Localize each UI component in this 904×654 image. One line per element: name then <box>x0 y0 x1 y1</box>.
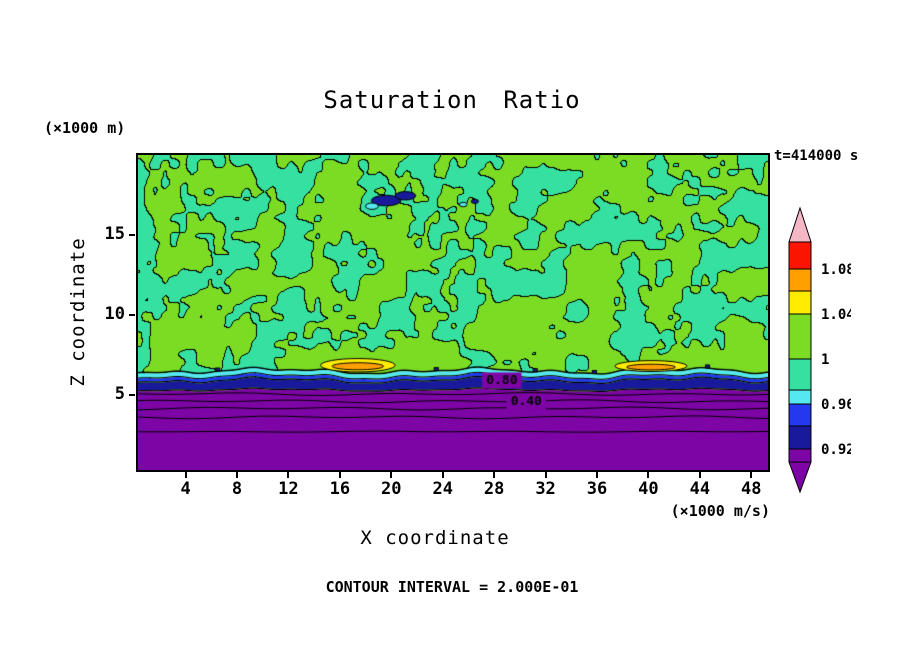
x-tick-label: 28 <box>483 479 505 499</box>
y-axis-unit-label: (×1000 m) <box>44 119 126 137</box>
x-tick-mark <box>698 472 701 478</box>
x-tick-label: 8 <box>231 479 243 499</box>
y-tick-mark <box>129 313 135 316</box>
x-tick-label: 4 <box>180 479 191 499</box>
x-tick-mark <box>544 472 547 478</box>
plot-frame <box>136 153 770 472</box>
x-tick-label: 32 <box>535 479 556 499</box>
x-tick-mark <box>184 472 187 478</box>
colorbar-label: 0.92 <box>821 442 851 458</box>
colorbar-segment <box>788 290 812 315</box>
colorbar-label: 1 <box>821 352 829 368</box>
time-annotation: t=414000 s <box>774 148 859 164</box>
x-tick-label: 36 <box>586 479 608 499</box>
colorbar-segment <box>788 313 812 360</box>
y-tick-mark <box>129 233 135 236</box>
x-tick-label: 16 <box>329 479 351 499</box>
x-tick-label: 12 <box>278 479 299 499</box>
x-tick-label: 48 <box>741 479 762 499</box>
x-tick-label: 24 <box>432 479 453 499</box>
x-tick-mark <box>596 472 598 478</box>
x-tick-mark <box>287 472 290 478</box>
y-tick-label: 10 <box>104 303 125 324</box>
colorbar-segment <box>788 268 812 292</box>
x-tick-mark <box>441 472 444 478</box>
x-tick-label: 20 <box>381 479 402 499</box>
x-axis-unit-label: (×1000 m/s) <box>670 502 770 520</box>
colorbar-segment <box>788 425 812 450</box>
colorbar-segment <box>788 389 812 405</box>
x-axis-title: X coordinate <box>360 527 510 549</box>
contour-interval-note: CONTOUR INTERVAL = 2.000E-01 <box>325 578 579 596</box>
contour-canvas <box>138 155 768 470</box>
colorbar-label: 0.96 <box>821 397 851 413</box>
colorbar-segment <box>788 241 812 270</box>
x-tick-label: 44 <box>689 479 711 499</box>
y-tick-label: 15 <box>104 223 125 244</box>
x-tick-mark <box>647 472 650 478</box>
colorbar: 1.08 1.04 1 0.96 0.92 <box>788 206 851 494</box>
colorbar-segment <box>788 358 812 391</box>
colorbar-arrow-up <box>788 206 812 243</box>
x-tick-mark <box>390 472 393 478</box>
colorbar-label: 1.04 <box>821 307 851 323</box>
chart-title: Saturation Ratio <box>323 86 581 114</box>
colorbar-label: 1.08 <box>821 262 851 278</box>
y-tick-label: 5 <box>114 383 125 404</box>
x-tick-mark <box>493 472 496 478</box>
x-tick-label: 40 <box>638 479 659 499</box>
x-tick-mark <box>338 472 341 478</box>
colorbar-stem <box>788 448 812 463</box>
colorbar-arrow-down <box>788 461 812 494</box>
y-tick-mark <box>129 393 135 396</box>
x-tick-mark <box>236 472 238 478</box>
colorbar-segment <box>788 403 812 427</box>
x-tick-mark <box>750 472 753 478</box>
